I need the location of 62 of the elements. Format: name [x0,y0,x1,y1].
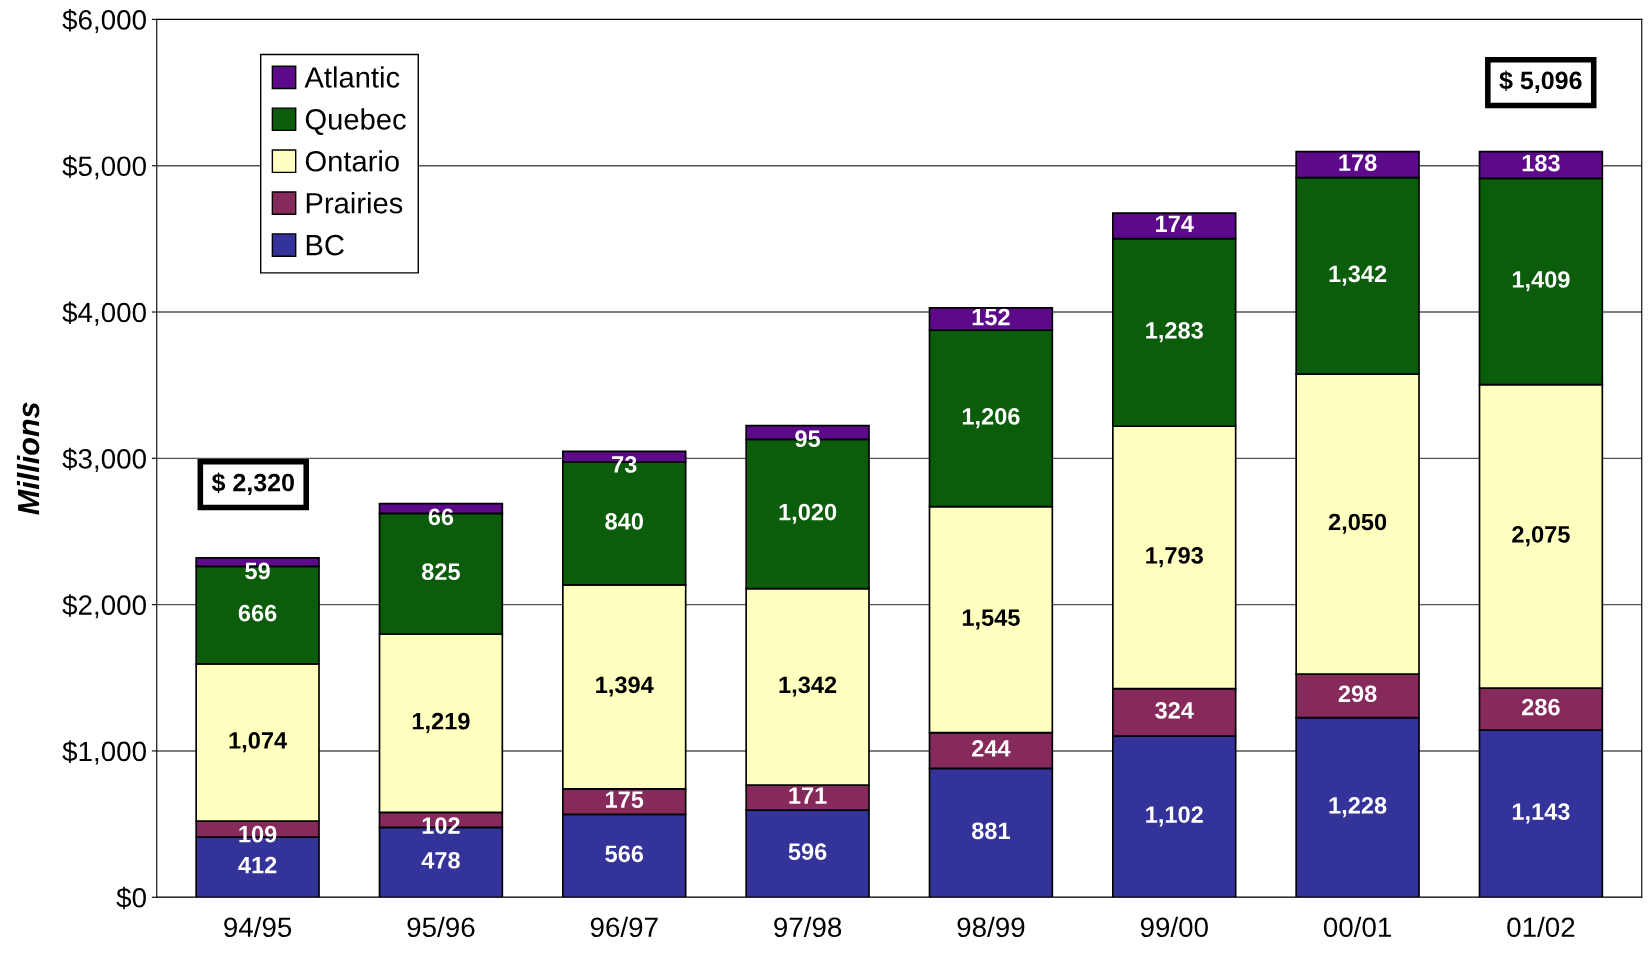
x-tick-label: 98/99 [957,916,1025,938]
data-label: 59 [245,562,270,580]
y-tick-label: $2,000 [62,594,146,619]
data-label: 324 [1155,701,1194,719]
data-label: 1,074 [229,732,287,753]
data-label: 1,206 [962,408,1020,429]
annotation: $ 2,320 [211,472,294,495]
x-tick-label: 99/00 [1140,916,1208,938]
data-label: 175 [606,791,644,808]
data-label: 244 [972,740,1011,757]
data-label: 1,219 [412,712,470,733]
x-tick-label: 00/01 [1323,916,1391,938]
y-tick-label: $3,000 [62,447,146,472]
annotation: $ 5,096 [1499,70,1582,93]
data-label: 2,075 [1512,526,1570,547]
x-tick-label: 94/95 [224,916,292,938]
data-label: 666 [238,604,277,622]
data-label: 95 [795,430,821,448]
data-label: 825 [421,563,460,581]
data-label: 286 [1522,698,1560,716]
data-label: 1,342 [779,676,837,697]
data-label: 66 [428,508,454,526]
data-label: 881 [971,822,1010,840]
y-tick-label: $5,000 [62,155,146,180]
data-label: 1,409 [1512,271,1570,292]
y-tick-label: $0 [116,886,146,910]
data-label: 2,050 [1328,513,1387,534]
y-tick-label: $4,000 [62,301,146,326]
data-label: 174 [1156,215,1194,232]
x-tick-label: 01/02 [1507,916,1575,938]
x-tick-label: 96/97 [590,916,658,938]
legend-label: Ontario [305,150,399,172]
data-label: 102 [422,817,460,834]
data-label: 566 [605,845,644,863]
data-label: 1,102 [1146,806,1203,827]
data-label: 412 [238,856,277,874]
data-label: 1,143 [1512,803,1570,824]
data-label: 171 [789,787,827,804]
data-label: 840 [605,513,643,530]
data-label: 478 [421,851,460,869]
legend-label: Quebec [305,108,406,135]
data-label: 73 [612,456,637,473]
legend-label: Prairies [306,192,403,214]
y-axis-title: Millions [16,402,40,515]
legend-label: Atlantic [304,66,400,88]
data-label: 1,283 [1146,322,1203,343]
data-label: 152 [972,308,1010,326]
data-label: 596 [788,843,827,860]
data-label: 1,342 [1329,265,1387,286]
data-label: 183 [1522,154,1560,172]
x-tick-label: 95/96 [407,916,475,938]
data-label: 1,020 [779,503,837,524]
data-label: 1,545 [962,609,1020,630]
data-label: 178 [1339,154,1377,172]
data-label: 298 [1338,685,1377,703]
legend-label: BC [306,234,344,256]
data-label: 1,394 [596,676,654,697]
y-tick-label: $1,000 [62,740,146,765]
x-tick-label: 97/98 [774,916,842,938]
y-tick-label: $6,000 [62,8,146,34]
data-label: 1,793 [1146,547,1203,568]
data-label: 1,228 [1329,797,1387,818]
